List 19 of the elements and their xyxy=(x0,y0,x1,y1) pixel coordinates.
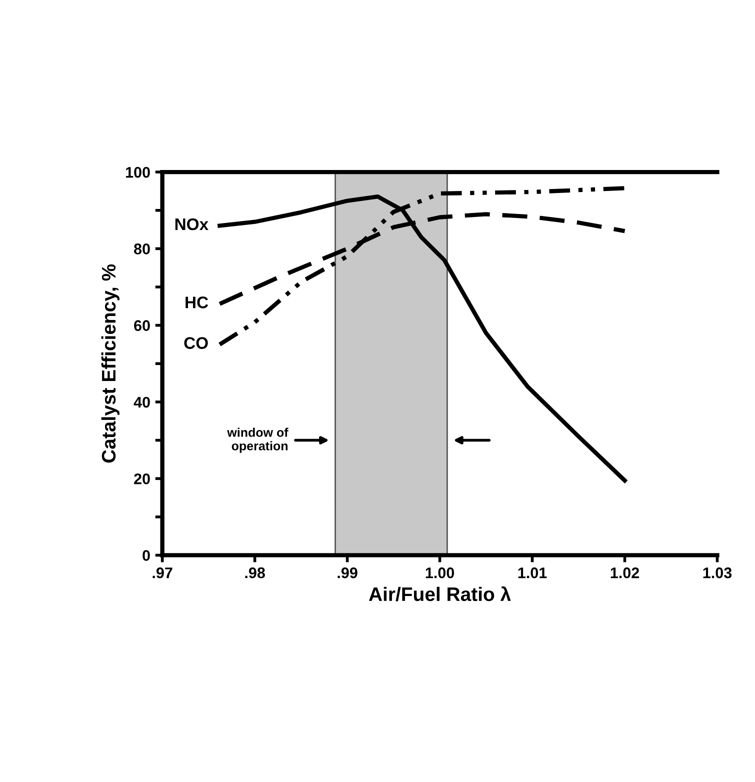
y-tick-label: 60 xyxy=(134,320,150,331)
x-tick-label: .99 xyxy=(338,567,358,578)
y-tick-label: 80 xyxy=(134,244,150,254)
x-tick-label: 1.02 xyxy=(610,567,640,578)
x-tick-label: .97 xyxy=(152,567,172,578)
series-label: HC xyxy=(186,296,208,308)
y-axis-title: Catalyst Efficiency, % xyxy=(101,264,120,463)
annotation: window of operation xyxy=(227,428,288,453)
x-tick-label: 1.00 xyxy=(426,567,454,578)
y-tick-label: 40 xyxy=(134,396,150,408)
y-tick-label: 0 xyxy=(142,550,150,561)
y-tick-label: 20 xyxy=(134,473,150,484)
x-tick-label: 1.03 xyxy=(703,567,732,578)
x-tick-label: 1.01 xyxy=(518,567,547,578)
series-label: NOx xyxy=(175,218,208,230)
series-label: CO xyxy=(184,337,208,349)
x-tick-label: .98 xyxy=(245,567,265,578)
x-axis-title: Air/Fuel Ratio λ xyxy=(368,586,511,602)
y-tick-label: 100 xyxy=(126,166,150,178)
